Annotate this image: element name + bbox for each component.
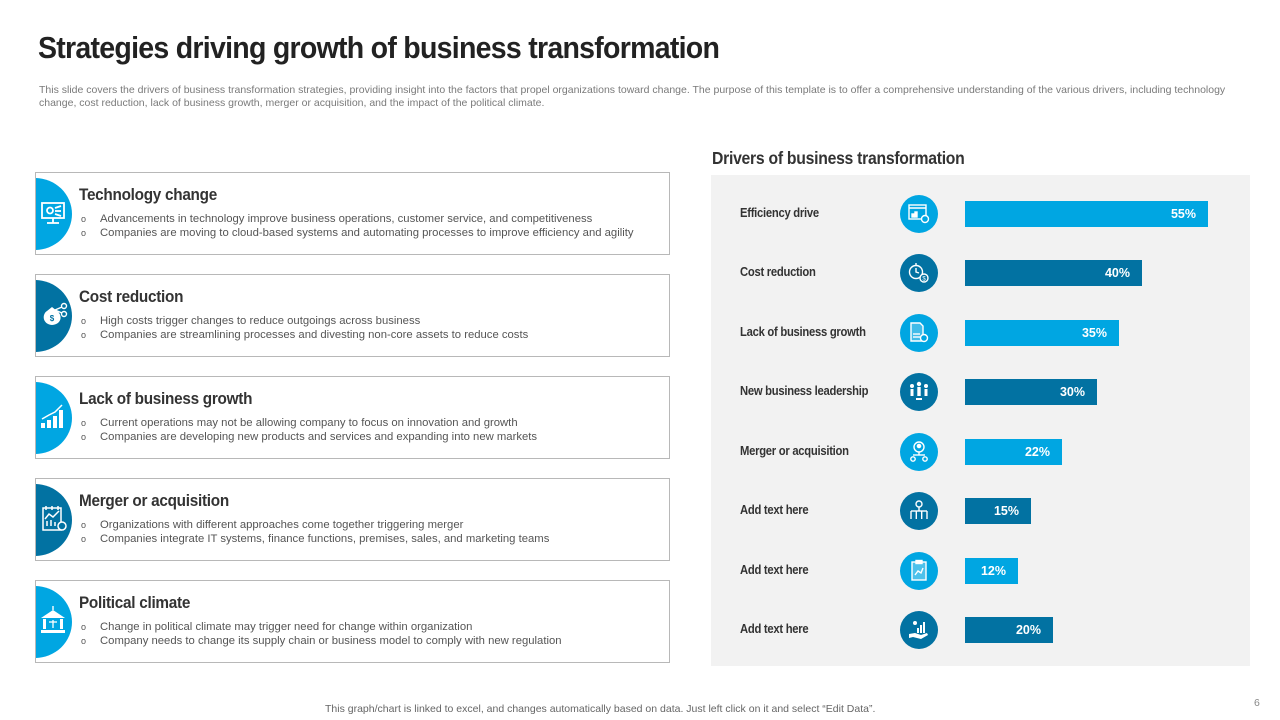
bullet-glyph: o [81, 214, 87, 224]
svg-text:$: $ [922, 277, 926, 283]
card-political-climate: Political climate o Change in political c… [35, 580, 670, 663]
bar-value: 55% [1170, 207, 1196, 221]
bar-add-text-here-2[interactable]: 12% [965, 558, 1018, 584]
chart-row: Add text here 12% [711, 551, 1250, 591]
money-bag-scissors-icon: $ [43, 302, 68, 325]
card-bullets: o Change in political climate may trigger… [81, 620, 562, 648]
bar-efficiency-drive[interactable]: 55% [965, 201, 1208, 227]
bar-new-business-leadership[interactable]: 30% [965, 379, 1097, 405]
bullet-glyph: o [81, 636, 87, 646]
bullet-item: o Advancements in technology improve busi… [81, 213, 593, 225]
chart-row: New business leadership 30% [711, 372, 1250, 412]
bullet-glyph: o [81, 228, 87, 238]
document-gear-icon [910, 322, 929, 343]
category-label: Cost reduction [740, 265, 816, 279]
card-cost-reduction: $ Cost reduction o High costs trigger cha… [35, 274, 670, 357]
bullet-item: o Companies are developing new products a… [81, 431, 538, 443]
driver-cards: Technology change o Advancements in techn… [35, 172, 670, 682]
icon-circle [900, 373, 938, 411]
bullet-item: o Organizations with different approaches… [81, 519, 464, 531]
icon-circle [900, 433, 938, 471]
bar-merger-or-acquisition[interactable]: 22% [965, 439, 1062, 465]
bar-lack-of-business-growth[interactable]: 35% [965, 320, 1119, 346]
merger-network-icon [910, 441, 928, 462]
chart-row: Efficiency drive 55% [711, 194, 1250, 234]
footer-note: This graph/chart is linked to excel, and… [325, 703, 876, 715]
svg-text:$: $ [50, 314, 55, 323]
chart-row: Add text here 20% [711, 610, 1250, 650]
card-title: Political climate [79, 593, 191, 612]
bar-value: 40% [1104, 266, 1130, 280]
bar-value: 30% [1059, 385, 1085, 399]
category-label: New business leadership [740, 384, 869, 398]
card-title: Technology change [79, 185, 217, 204]
clipboard-icon [911, 559, 927, 581]
bar-cost-reduction[interactable]: 40% [965, 260, 1142, 286]
icon-circle: $ [900, 254, 938, 292]
icon-circle [900, 611, 938, 649]
card-title: Cost reduction [79, 287, 184, 306]
bullet-glyph: o [81, 316, 87, 326]
bullet-glyph: o [81, 330, 87, 340]
bar-value: 20% [1015, 623, 1041, 637]
finance-report-icon [42, 506, 67, 531]
bullet-glyph: o [81, 534, 87, 544]
bar-value: 12% [980, 564, 1006, 578]
government-building-icon [41, 606, 65, 633]
bar-value: 15% [993, 504, 1019, 518]
stopwatch-coins-icon: $ [908, 263, 929, 283]
category-label: Add text here [740, 563, 809, 577]
hand-growth-icon [909, 621, 928, 639]
slide-title: Strategies driving growth of business tr… [38, 30, 720, 65]
bar-value: 35% [1081, 326, 1107, 340]
leadership-team-icon [910, 381, 928, 400]
bullet-glyph: o [81, 520, 87, 530]
bullet-glyph: o [81, 622, 87, 632]
bar-add-text-here-3[interactable]: 20% [965, 617, 1053, 643]
page-number: 6 [1254, 697, 1260, 709]
category-label: Merger or acquisition [740, 444, 849, 458]
category-label: Lack of business growth [740, 325, 866, 339]
card-title: Lack of business growth [79, 389, 253, 408]
bar-add-text-here-1[interactable]: 15% [965, 498, 1031, 524]
card-bullets: o Current operations may not be allowing … [81, 416, 537, 444]
growth-chart-icon [41, 404, 63, 428]
chart-row: Merger or acquisition 22% [711, 432, 1250, 472]
slide-description: This slide covers the drivers of busines… [39, 84, 1226, 109]
card-bullets: o Advancements in technology improve busi… [81, 212, 634, 240]
category-label: Add text here [740, 503, 809, 517]
bullet-item: o Companies are moving to cloud-based sys… [81, 227, 634, 239]
bar-value: 22% [1024, 445, 1050, 459]
icon-circle [900, 195, 938, 233]
dashboard-gear-icon [908, 204, 930, 224]
bullet-item: o Company needs to change its supply chai… [81, 635, 562, 647]
icon-circle [900, 492, 938, 530]
chart-row: Cost reduction $ 40% [711, 253, 1250, 293]
bullet-glyph: o [81, 418, 87, 428]
card-technology-change: Technology change o Advancements in techn… [35, 172, 670, 255]
chart-title: Drivers of business transformation [712, 148, 965, 168]
card-lack-of-business-growth: Lack of business growth o Current operati… [35, 376, 670, 459]
category-label: Efficiency drive [740, 206, 819, 220]
card-merger-or-acquisition: Merger or acquisition o Organizations wit… [35, 478, 670, 561]
bullet-item: o High costs trigger changes to reduce ou… [81, 315, 421, 327]
card-bullets: o High costs trigger changes to reduce ou… [81, 314, 528, 342]
bullet-item: o Change in political climate may trigger… [81, 621, 473, 633]
icon-circle [900, 314, 938, 352]
card-bullets: o Organizations with different approaches… [81, 518, 549, 546]
bullet-item: o Companies are streamlining processes an… [81, 329, 529, 341]
monitor-gear-icon [41, 202, 65, 224]
bullet-item: o Current operations may not be allowing … [81, 417, 518, 429]
org-hierarchy-icon [910, 500, 928, 519]
card-title: Merger or acquisition [79, 491, 229, 510]
icon-circle [900, 552, 938, 590]
bullet-glyph: o [81, 432, 87, 442]
chart-row: Add text here 15% [711, 491, 1250, 531]
bullet-item: o Companies integrate IT systems, finance… [81, 533, 550, 545]
chart-row: Lack of business growth 35% [711, 313, 1250, 353]
category-label: Add text here [740, 622, 809, 636]
bar-chart[interactable]: Efficiency drive 55% Cost reduction $ 40… [711, 175, 1250, 666]
